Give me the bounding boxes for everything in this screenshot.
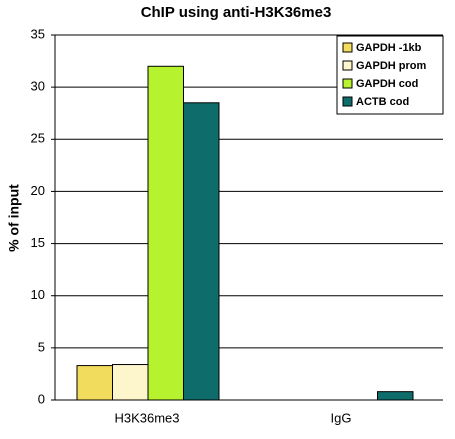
legend-label: GAPDH prom	[356, 60, 427, 72]
y-tick-label: 0	[38, 391, 45, 406]
legend-box	[336, 35, 444, 115]
y-tick-label: 25	[31, 131, 45, 146]
y-axis-label: % of input	[6, 184, 22, 252]
bar	[147, 65, 184, 401]
y-tick-label: 35	[31, 26, 45, 41]
legend-swatch	[342, 60, 353, 71]
bar	[377, 391, 414, 401]
bar	[112, 364, 149, 401]
legend-swatch	[342, 96, 353, 107]
chart-title: ChIP using anti-H3K36me3	[141, 4, 332, 21]
y-tick-label: 15	[31, 235, 45, 250]
y-tick-label: 10	[31, 287, 45, 302]
legend-label: ACTB cod	[356, 96, 409, 108]
legend-label: GAPDH cod	[356, 78, 418, 90]
bar	[183, 102, 220, 401]
y-tick-label: 5	[38, 339, 45, 354]
x-tick-label: H3K36me3	[114, 410, 179, 425]
y-tick-label: 20	[31, 183, 45, 198]
bar	[76, 365, 113, 401]
legend-swatch	[342, 78, 353, 89]
legend-label: GAPDH -1kb	[356, 42, 422, 54]
y-tick-label: 30	[31, 79, 45, 94]
legend-swatch	[342, 42, 353, 53]
x-tick-label: IgG	[331, 410, 352, 425]
